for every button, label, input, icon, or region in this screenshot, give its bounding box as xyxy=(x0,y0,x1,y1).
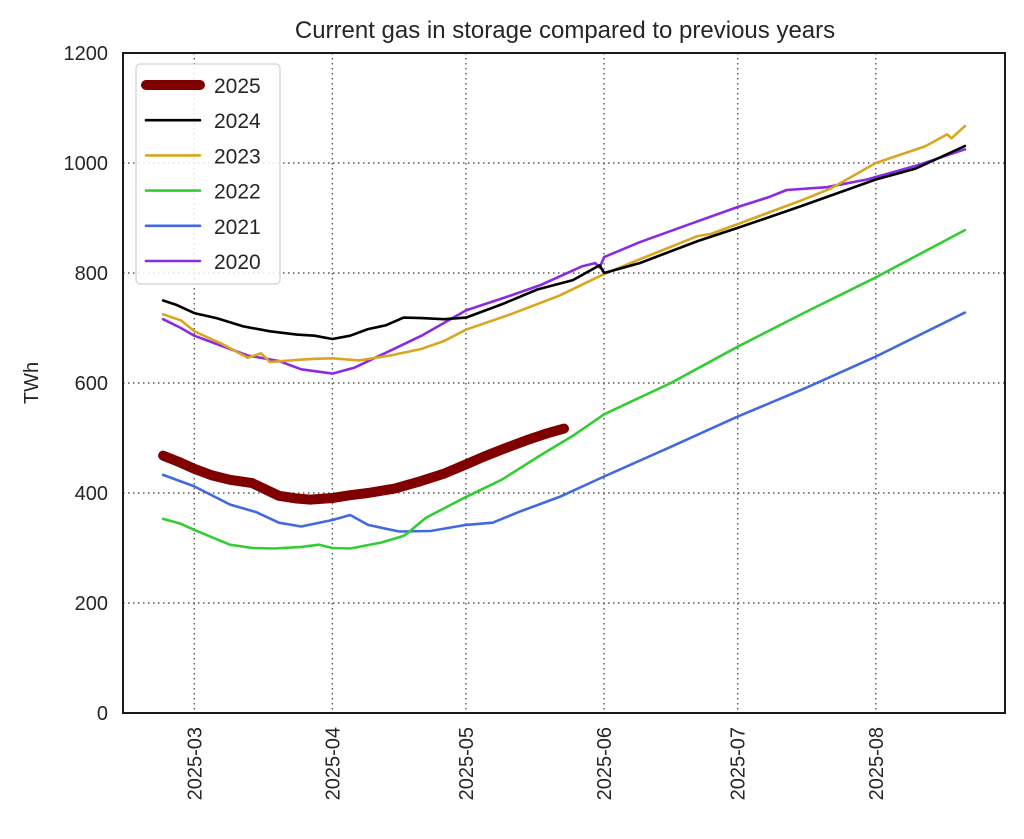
y-tick-label: 200 xyxy=(75,593,108,615)
x-tick-label: 2025-06 xyxy=(594,727,616,800)
x-tick-label: 2025-04 xyxy=(322,727,344,800)
series-line-2022 xyxy=(161,228,967,550)
series-line-2025 xyxy=(158,423,569,505)
legend-label-2022: 2022 xyxy=(214,181,261,204)
legend-label-2024: 2024 xyxy=(214,110,261,133)
series-line-2024 xyxy=(161,144,967,341)
plot-frame xyxy=(122,52,1006,714)
y-tick-label: 600 xyxy=(75,373,108,395)
legend-label-2025: 2025 xyxy=(214,75,261,98)
x-tick-label: 2025-08 xyxy=(866,727,888,800)
chart-title: Current gas in storage compared to previ… xyxy=(295,17,835,44)
y-tick-label: 1000 xyxy=(64,153,109,175)
series-line-2020 xyxy=(161,148,967,375)
y-axis-label: TWh xyxy=(21,362,43,404)
y-tick-label: 1200 xyxy=(64,43,109,65)
series-line-2023 xyxy=(161,124,967,364)
legend-label-2023: 2023 xyxy=(214,145,261,168)
x-tick-label: 2025-03 xyxy=(184,727,206,800)
y-tick-label: 400 xyxy=(75,483,108,505)
legend-label-2021: 2021 xyxy=(214,216,261,239)
y-tick-label: 800 xyxy=(75,263,108,285)
x-tick-labels: 2025-03 2025-04 2025-05 2025-06 2025-07 2025-… xyxy=(184,727,888,800)
series-layer xyxy=(158,124,967,550)
series-line-2021 xyxy=(161,311,967,533)
legend: 2025 2024 2023 2022 2021 2020 xyxy=(135,63,281,285)
legend-label-2020: 2020 xyxy=(214,251,261,274)
x-tick-label: 2025-05 xyxy=(456,727,478,800)
y-tick-label: 0 xyxy=(97,703,108,725)
x-tick-label: 2025-07 xyxy=(728,727,750,800)
y-tick-labels: 0 200 400 600 800 1000 1200 xyxy=(64,43,109,725)
